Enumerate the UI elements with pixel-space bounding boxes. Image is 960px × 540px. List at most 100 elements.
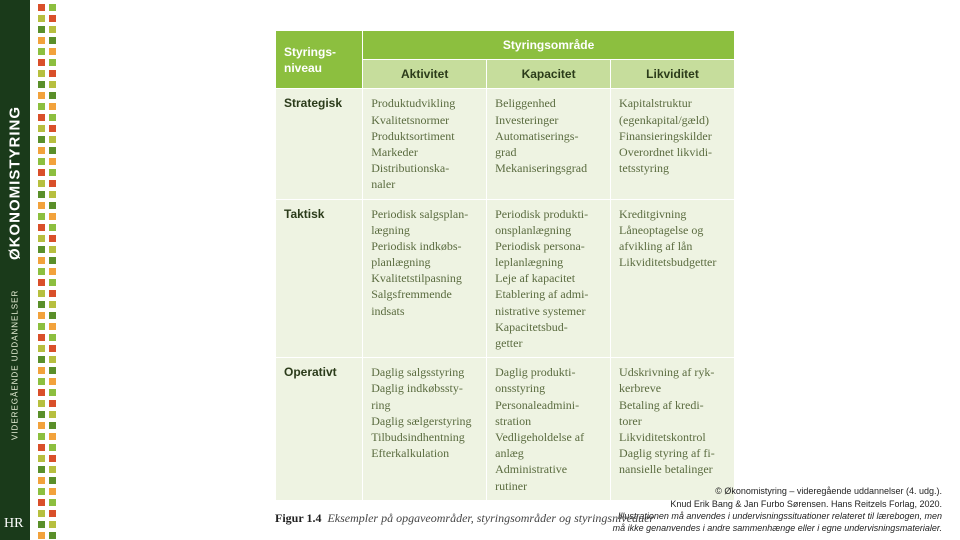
table-row: Operativt Daglig salgsstyringDaglig indk… [276,358,735,501]
styrings-table: Styrings-niveau Styringsområde Aktivitet… [275,30,735,501]
spine-dot [38,400,45,407]
spine-dot [49,224,56,231]
spine-dot [49,268,56,275]
spine-dot [38,510,45,517]
spine-dot [49,147,56,154]
spine-dot [49,26,56,33]
spine-dot [38,389,45,396]
table-row: Taktisk Periodisk salgsplan-lægningPerio… [276,199,735,358]
spine-dot [49,136,56,143]
spine-dot [49,158,56,165]
cell-operativt-kapacitet: Daglig produkti-onsstyringPersonaleadmin… [487,358,611,501]
spine-dot [49,191,56,198]
spine-dot [38,301,45,308]
spine-dot [38,257,45,264]
spine-dot [38,81,45,88]
spine-dot [49,521,56,528]
spine-dot [38,147,45,154]
copyright-line: Illustrationen må anvendes i undervisnin… [522,510,942,522]
cell-strategisk-aktivitet: ProduktudviklingKvalitetsnormerProduktso… [363,89,487,199]
spine-dot [49,246,56,253]
spine-dot [38,433,45,440]
subheader-likviditet: Likviditet [611,60,735,89]
spine-dot [38,158,45,165]
row-label-strategisk: Strategisk [276,89,363,199]
spine-dot [38,290,45,297]
table-header-row: Styrings-niveau Styringsområde [276,31,735,60]
spine-dot [49,356,56,363]
spine-dot [49,389,56,396]
header-niveau: Styrings-niveau [276,31,363,89]
figure-1-4: Styrings-niveau Styringsområde Aktivitet… [275,30,735,526]
spine-dot [38,356,45,363]
spine-dot [38,323,45,330]
spine-dot [38,191,45,198]
spine-dot [49,92,56,99]
spine-dot [49,48,56,55]
spine-dot [49,169,56,176]
spine-dot [49,37,56,44]
spine-dot [38,59,45,66]
spine-dot [38,378,45,385]
spine-dot [38,169,45,176]
spine-dot [49,444,56,451]
copyright-line: Knud Erik Bang & Jan Furbo Sørensen. Han… [522,498,942,510]
spine-dot [38,125,45,132]
spine-dot [38,444,45,451]
spine-dot [49,367,56,374]
publisher-logo: HR [4,516,23,532]
spine-dot [38,455,45,462]
spine-dot [38,422,45,429]
spine-dot [49,466,56,473]
spine-dot [38,312,45,319]
spine-dot [38,532,45,539]
spine-dot [38,477,45,484]
spine-dot [49,345,56,352]
spine-dot [38,103,45,110]
spine-dot [38,224,45,231]
spine-dot [38,114,45,121]
spine-dot [49,301,56,308]
spine-dot [49,235,56,242]
spine-dot-pattern [34,0,60,540]
subheader-kapacitet: Kapacitet [487,60,611,89]
spine-dot [49,488,56,495]
spine-dot [38,345,45,352]
spine-dot [38,213,45,220]
spine-dot [38,499,45,506]
spine-dot [49,257,56,264]
spine-dot [49,4,56,11]
spine-dot [49,202,56,209]
cell-operativt-aktivitet: Daglig salgsstyringDaglig indkøbssty-rin… [363,358,487,501]
spine-dot [38,367,45,374]
spine-dot [49,422,56,429]
header-omrade: Styringsområde [363,31,735,60]
cell-strategisk-kapacitet: BeliggenhedInvesteringerAutomatiserings-… [487,89,611,199]
spine-dot [38,235,45,242]
spine-dot [49,81,56,88]
cell-strategisk-likviditet: Kapitalstruktur(egenkapital/gæld)Finansi… [611,89,735,199]
spine-dot [38,268,45,275]
spine-dot [38,136,45,143]
spine-dot [49,180,56,187]
spine-dot [49,411,56,418]
cell-taktisk-kapacitet: Periodisk produkti-onsplanlægningPeriodi… [487,199,611,358]
copyright-line: © Økonomistyring – videregående uddannel… [522,485,942,497]
spine-dot [38,521,45,528]
cell-taktisk-aktivitet: Periodisk salgsplan-lægningPeriodisk ind… [363,199,487,358]
spine-dot [38,92,45,99]
spine-subtitle: VIDEREGÅENDE UDDANNELSER [0,260,30,440]
caption-label: Figur 1.4 [275,511,321,525]
spine-dot [49,103,56,110]
spine-dot [38,4,45,11]
spine-dot [49,532,56,539]
spine-dot [38,15,45,22]
spine-dot [49,378,56,385]
spine-title: ØKONOMISTYRING [0,20,30,260]
row-label-taktisk: Taktisk [276,199,363,358]
copyright-block: © Økonomistyring – videregående uddannel… [522,485,942,534]
spine-dot [49,70,56,77]
spine-dot [38,466,45,473]
spine-dot [49,213,56,220]
spine-dot [49,334,56,341]
